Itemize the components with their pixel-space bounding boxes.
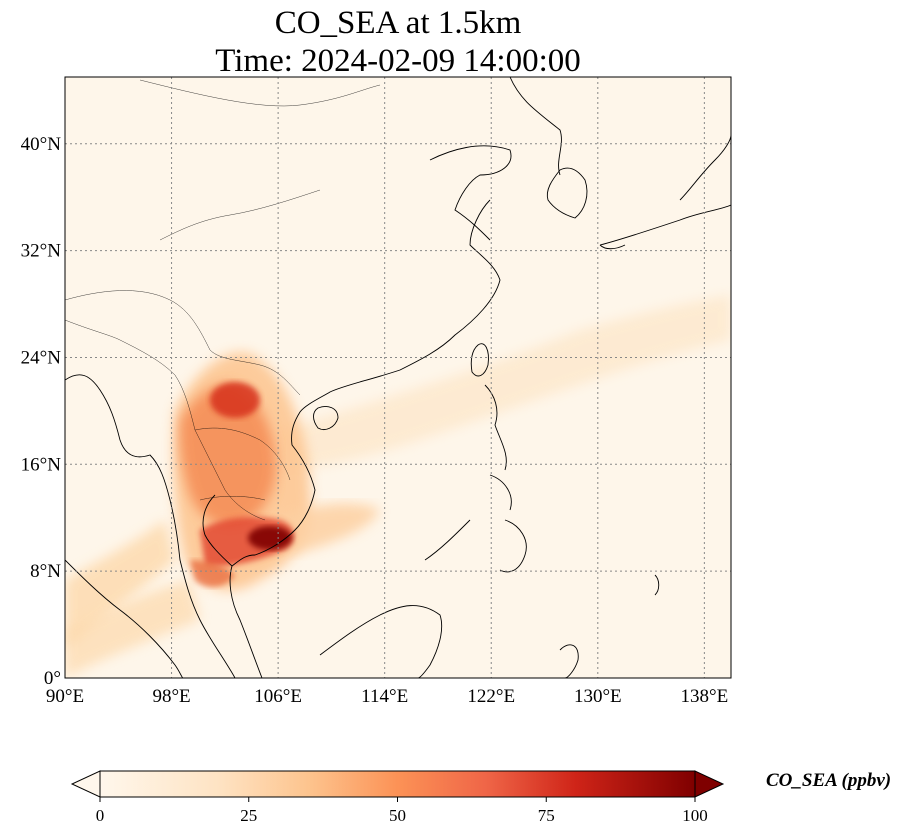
lon-tick-label: 122°E bbox=[467, 686, 515, 707]
colorbar: 0 25 50 75 100 bbox=[70, 770, 725, 825]
lat-tick-label: 32°N bbox=[21, 241, 62, 262]
lon-tick-label: 106°E bbox=[254, 686, 302, 707]
colorbar-extend-min bbox=[70, 770, 101, 798]
colorbar-tick-label: 0 bbox=[96, 806, 105, 825]
colorbar-gradient bbox=[99, 770, 696, 798]
country-borders bbox=[65, 79, 381, 521]
colorbar-tick-label: 75 bbox=[538, 806, 555, 825]
lat-tick-label: 40°N bbox=[21, 134, 62, 155]
lon-tick-label: 98°E bbox=[152, 686, 190, 707]
map-subtitle-time: Time: 2024-02-09 14:00:00 bbox=[215, 43, 581, 79]
lat-tick-label: 24°N bbox=[21, 347, 62, 368]
colorbar-tick-label: 25 bbox=[240, 806, 257, 825]
colorbar-tick-label: 50 bbox=[389, 806, 406, 825]
colorbar-extend-max bbox=[694, 770, 725, 798]
map-frame bbox=[64, 76, 732, 679]
colorbar-ticks: 0 25 50 75 100 bbox=[96, 797, 708, 825]
co-concentration-field bbox=[65, 295, 731, 678]
map-title: CO_SEA at 1.5km bbox=[274, 5, 522, 41]
lon-tick-labels: 90°E 98°E 106°E 114°E 122°E 130°E 138°E bbox=[46, 686, 728, 707]
coastlines bbox=[65, 77, 731, 678]
gridlines bbox=[65, 77, 731, 678]
lon-tick-label: 114°E bbox=[361, 686, 408, 707]
lat-tick-label: 8°N bbox=[30, 561, 61, 582]
lon-tick-label: 90°E bbox=[46, 686, 84, 707]
lat-tick-label: 0° bbox=[44, 668, 61, 689]
lat-tick-label: 16°N bbox=[21, 454, 62, 475]
lat-tick-labels: 0° 8°N 16°N 24°N 32°N 40°N bbox=[21, 134, 62, 689]
colorbar-label: CO_SEA (ppbv) bbox=[766, 770, 892, 791]
colorbar-tick-label: 100 bbox=[682, 806, 708, 825]
lon-tick-label: 138°E bbox=[681, 686, 729, 707]
lon-tick-label: 130°E bbox=[574, 686, 622, 707]
map-background bbox=[65, 77, 731, 678]
